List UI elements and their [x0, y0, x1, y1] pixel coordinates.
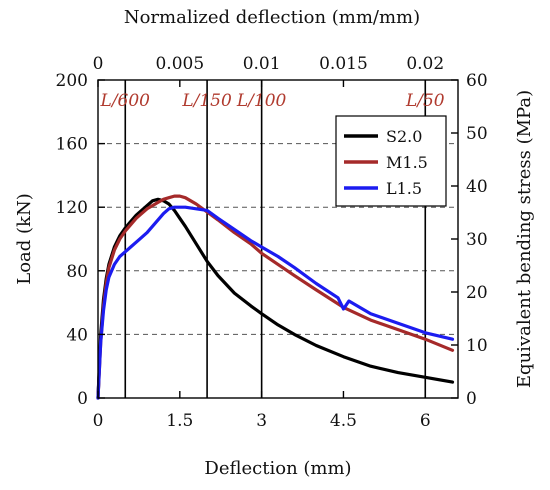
x-tick-label: 1.5 [166, 411, 193, 431]
axis-ticks: 0 1.5 3 4.5 60 0.005 0.01 0.015 0.02040801201602… [56, 54, 488, 431]
right-tick-label: 20 [466, 283, 488, 303]
series-line-m1-5 [96, 194, 455, 400]
x-axis-title: Deflection (mm) [204, 458, 351, 479]
x-tick-label: 3 [256, 411, 267, 431]
legend-label: M1.5 [386, 153, 428, 172]
legend-label: L1.5 [386, 179, 422, 198]
reference-labels: L/600 L/150 L/100 L/50 [100, 91, 445, 111]
reference-line-label: L/150 [181, 91, 232, 111]
top-tick-label: 0 [93, 54, 104, 74]
series-line-l1-5 [96, 205, 455, 400]
reference-line-label: L/100 [236, 91, 287, 111]
series-lines [96, 194, 455, 400]
x-tick-label: 4.5 [330, 411, 357, 431]
right-axis-title: Equivalent bending stress (MPa) [514, 90, 535, 388]
legend-label: S2.0 [386, 127, 422, 146]
top-tick-label: 0.02 [406, 54, 444, 74]
right-tick-label: 40 [466, 177, 488, 197]
reference-line-label: L/50 [405, 91, 445, 111]
y-tick-label: 120 [56, 198, 88, 218]
y-tick-label: 40 [66, 325, 88, 345]
right-tick-label: 10 [466, 336, 488, 356]
top-axis-title: Normalized deflection (mm/mm) [124, 7, 420, 28]
y-tick-label: 160 [56, 135, 88, 155]
right-tick-label: 0 [466, 389, 477, 409]
x-tick-label: 6 [420, 411, 431, 431]
y-tick-label: 0 [77, 389, 88, 409]
y-tick-label: 80 [66, 262, 88, 282]
y-tick-label: 200 [56, 71, 88, 91]
top-tick-label: 0.015 [319, 54, 368, 74]
right-tick-label: 30 [466, 230, 488, 250]
right-tick-label: 60 [466, 71, 488, 91]
legend: S2.0 M1.5 L1.5 [335, 115, 447, 207]
reference-line-label: L/600 [100, 91, 151, 111]
x-tick-label: 0 [93, 411, 104, 431]
top-tick-label: 0.01 [243, 54, 281, 74]
y-axis-title: Load (kN) [14, 193, 35, 284]
right-tick-label: 50 [466, 124, 488, 144]
top-tick-label: 0.005 [155, 54, 204, 74]
